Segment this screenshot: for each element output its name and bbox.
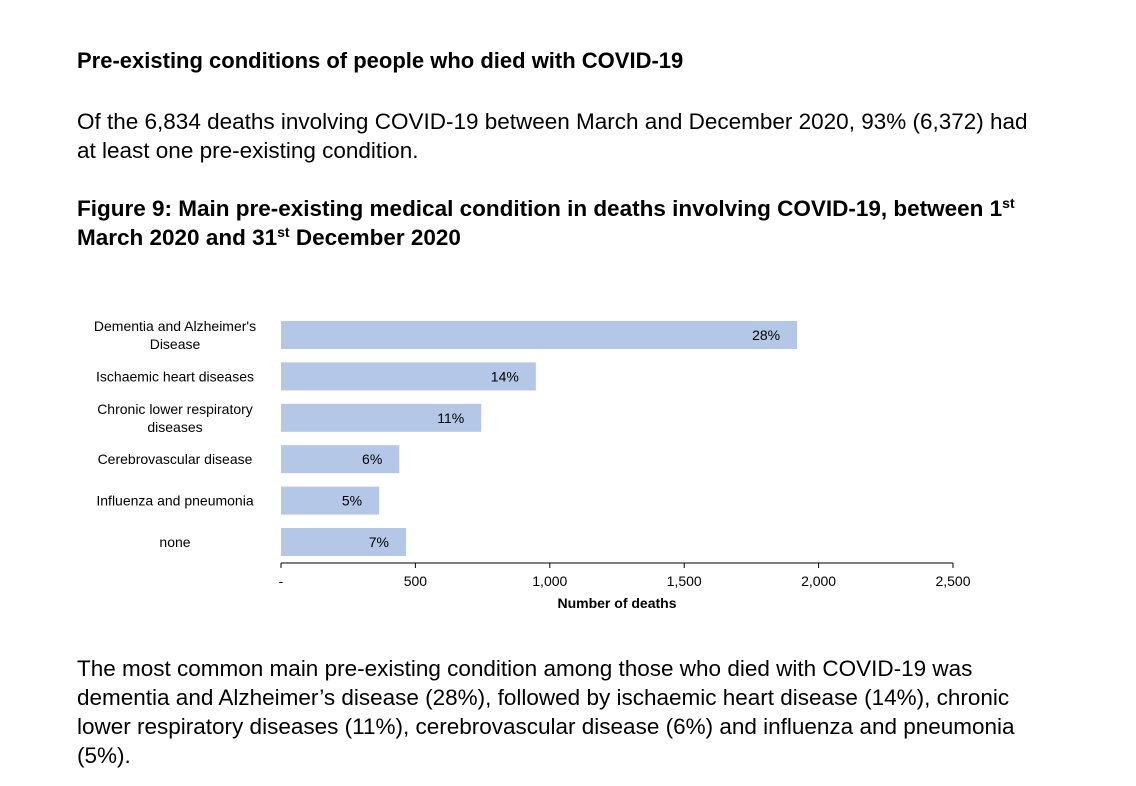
category-label: Cerebrovascular disease bbox=[98, 451, 253, 467]
data-label: 7% bbox=[369, 534, 389, 550]
category-label: Disease bbox=[150, 336, 201, 352]
category-label: diseases bbox=[147, 419, 202, 435]
x-tick-label: 1,000 bbox=[532, 573, 567, 589]
x-axis-label: Number of deaths bbox=[557, 595, 676, 611]
bars-layer: 28% 14% 11% 6% 5% 7% bbox=[281, 321, 798, 556]
figure-title-sup-1: st bbox=[1002, 195, 1015, 211]
data-label: 5% bbox=[342, 493, 362, 509]
bar bbox=[281, 362, 536, 391]
category-label: Chronic lower respiratory bbox=[97, 401, 253, 417]
bar bbox=[281, 403, 482, 432]
data-label: 28% bbox=[752, 327, 780, 343]
category-label: none bbox=[159, 534, 190, 550]
bar bbox=[281, 486, 380, 515]
figure-title-sup-2: st bbox=[277, 224, 290, 240]
figure-title: Figure 9: Main pre-existing medical cond… bbox=[77, 194, 1077, 252]
x-tick-label: 2,500 bbox=[935, 573, 970, 589]
x-tick-label: 1,500 bbox=[667, 573, 702, 589]
figure-title-suffix: December 2020 bbox=[289, 225, 461, 250]
intro-paragraph: Of the 6,834 deaths involving COVID-19 b… bbox=[77, 109, 1028, 163]
x-tick-label: 2,000 bbox=[801, 573, 836, 589]
bar bbox=[281, 445, 400, 474]
data-label: 11% bbox=[437, 410, 464, 426]
data-label: 6% bbox=[362, 451, 382, 467]
x-tick-label: - bbox=[279, 573, 284, 589]
bar bbox=[281, 321, 798, 349]
section-heading: Pre-existing conditions of people who di… bbox=[77, 48, 684, 73]
figure-title-middle: March 2020 and 31 bbox=[77, 225, 278, 250]
data-label: 14% bbox=[491, 368, 519, 384]
x-axis: - 500 1,000 1,500 2,000 2,500 bbox=[279, 562, 971, 589]
summary-paragraph: The most common main pre-existing condit… bbox=[77, 656, 1015, 768]
category-label: Influenza and pneumonia bbox=[96, 493, 253, 509]
category-labels: Dementia and Alzheimer's Disease Ischaemic… bbox=[94, 318, 256, 550]
figure-title-prefix: Figure 9: Main pre-existing medical cond… bbox=[77, 196, 1003, 221]
bar bbox=[281, 528, 406, 556]
bar-chart: 28% 14% 11% 6% 5% 7% Dementia and Alzheimer's… bbox=[94, 318, 971, 611]
x-tick-label: 500 bbox=[404, 573, 428, 589]
category-label: Ischaemic heart diseases bbox=[96, 368, 254, 384]
category-label: Dementia and Alzheimer's bbox=[94, 318, 256, 334]
